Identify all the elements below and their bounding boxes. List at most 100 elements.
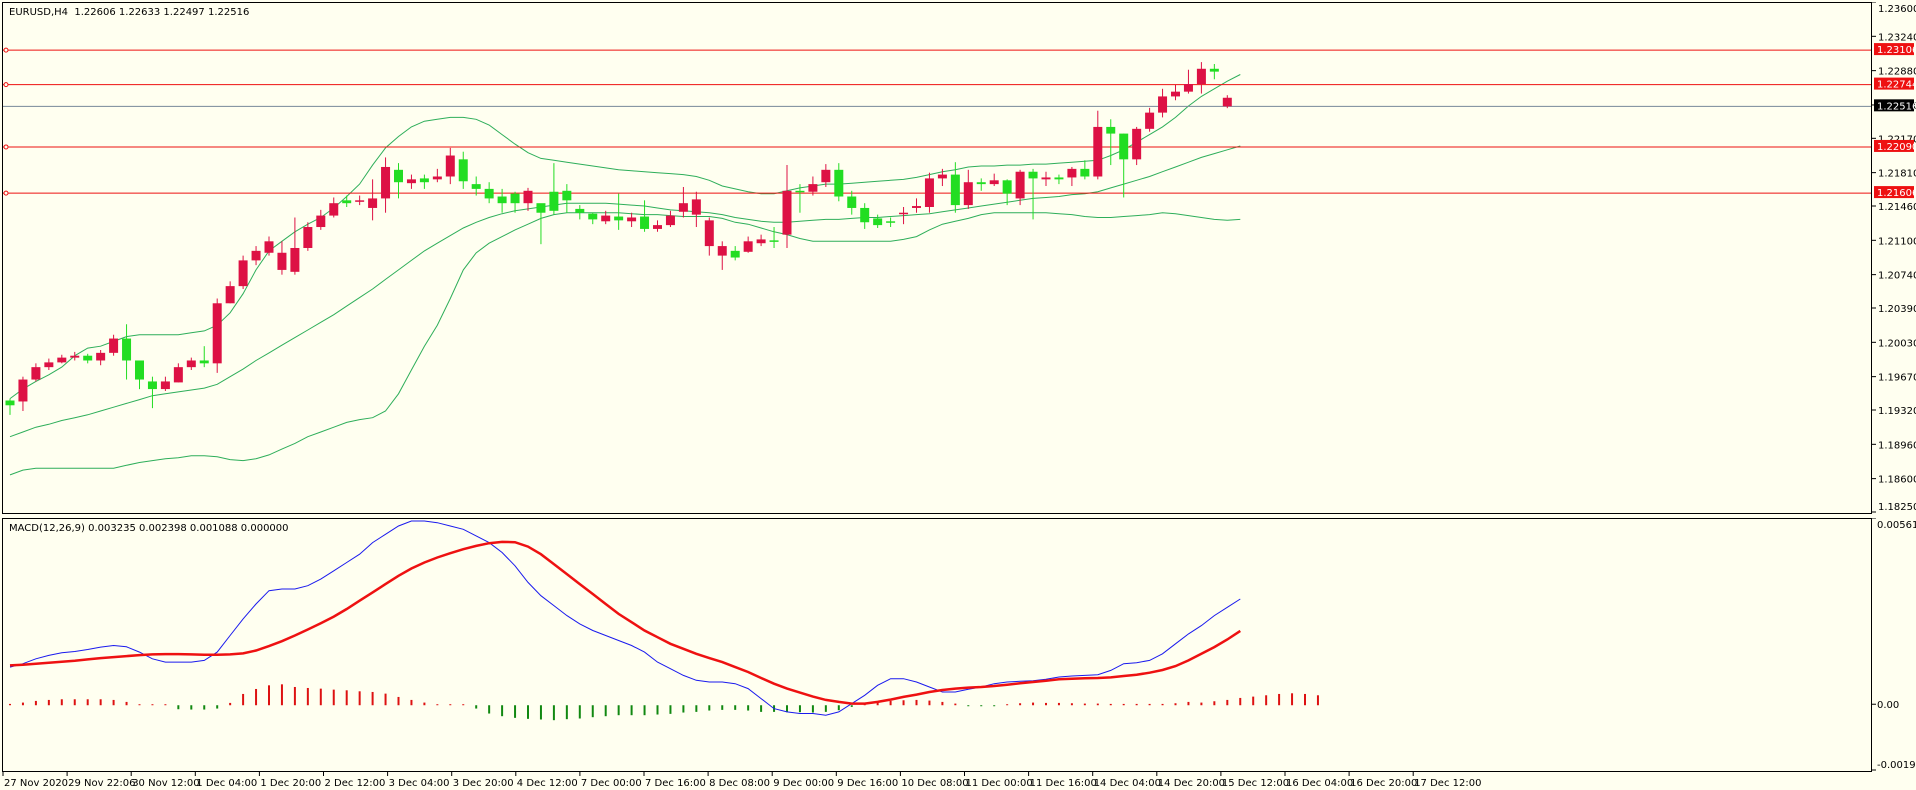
candle bbox=[290, 217, 300, 275]
price-tick-label: 1.19320 bbox=[1878, 406, 1916, 417]
candle bbox=[937, 168, 947, 187]
candle-body bbox=[1183, 84, 1193, 92]
candle bbox=[536, 203, 546, 245]
candle bbox=[458, 151, 468, 189]
candle bbox=[1093, 110, 1103, 180]
candle bbox=[743, 236, 753, 253]
candle bbox=[83, 353, 93, 364]
price-tick-label: 1.18960 bbox=[1878, 440, 1916, 451]
candle-body bbox=[1158, 96, 1168, 113]
candle bbox=[277, 241, 287, 275]
time-tick-label: 16 Dec 04:00 bbox=[1286, 778, 1353, 789]
level-anchor-point bbox=[3, 144, 9, 150]
candle bbox=[665, 210, 675, 228]
candle-body bbox=[717, 246, 727, 256]
candle-body bbox=[562, 190, 572, 201]
candle bbox=[445, 147, 455, 185]
candle bbox=[860, 203, 870, 229]
candle-body bbox=[173, 367, 183, 383]
candle bbox=[1145, 107, 1155, 132]
bollinger-lower-band bbox=[9, 212, 1241, 476]
candle bbox=[963, 169, 973, 209]
time-tick-label: 17 Dec 12:00 bbox=[1414, 778, 1481, 789]
candle-body bbox=[950, 174, 960, 206]
candle bbox=[691, 191, 701, 228]
candle bbox=[782, 165, 792, 248]
candle-body bbox=[627, 217, 637, 222]
candle-body bbox=[277, 252, 287, 270]
candle bbox=[316, 209, 326, 230]
candle-body bbox=[1054, 177, 1064, 180]
candle-body bbox=[432, 176, 442, 180]
candle-body bbox=[937, 174, 947, 179]
macd-chart bbox=[9, 520, 1319, 721]
candle-body bbox=[1028, 171, 1038, 179]
candle bbox=[588, 212, 598, 225]
candle bbox=[199, 346, 209, 368]
candle bbox=[44, 358, 54, 371]
candle bbox=[1209, 64, 1219, 80]
candle-body bbox=[199, 360, 209, 364]
candle bbox=[1041, 171, 1051, 187]
candle-body bbox=[899, 212, 909, 215]
candle bbox=[238, 255, 248, 289]
candle bbox=[717, 241, 727, 270]
level-price-label: 1.22744 bbox=[1877, 80, 1916, 91]
candle bbox=[497, 188, 507, 213]
candle bbox=[510, 191, 520, 213]
candle-body bbox=[5, 400, 15, 406]
candle bbox=[1028, 168, 1038, 220]
candle-body bbox=[860, 207, 870, 223]
time-tick-label: 2 Dec 12:00 bbox=[325, 778, 386, 789]
candle-body bbox=[1145, 112, 1155, 129]
candle-body bbox=[743, 241, 753, 252]
candle bbox=[1119, 133, 1129, 198]
candle bbox=[122, 324, 132, 380]
candle-body bbox=[18, 379, 28, 402]
price-tick-label: 1.23600 bbox=[1878, 4, 1916, 15]
candle bbox=[653, 220, 662, 232]
level-anchor-point bbox=[3, 190, 9, 196]
candle-body bbox=[847, 196, 857, 208]
candle bbox=[5, 398, 15, 415]
candle bbox=[730, 246, 740, 261]
candle-body bbox=[225, 286, 235, 304]
candle-body bbox=[484, 188, 494, 199]
candle bbox=[704, 217, 714, 256]
price-chart-pane[interactable]: EURUSD,H4 1.22606 1.22633 1.22497 1.2251… bbox=[2, 2, 1872, 514]
candle-body bbox=[691, 199, 701, 215]
level-price-label: 1.23106 bbox=[1877, 45, 1916, 56]
candle bbox=[109, 334, 119, 356]
candle bbox=[471, 176, 481, 196]
candle bbox=[821, 164, 831, 187]
candle-body bbox=[575, 208, 585, 213]
candle-body bbox=[653, 225, 662, 229]
candle-body bbox=[406, 179, 416, 184]
time-tick-label: 27 Nov 2020 bbox=[4, 778, 68, 789]
candle-body bbox=[678, 203, 688, 212]
candle bbox=[912, 198, 921, 213]
candle-body bbox=[704, 220, 714, 247]
macd-pane[interactable]: MACD(12,26,9) 0.003235 0.002398 0.001088… bbox=[2, 518, 1872, 772]
candle bbox=[523, 187, 533, 211]
candle-body bbox=[44, 362, 54, 368]
level-price-tag bbox=[1874, 43, 1914, 56]
time-tick-label: 14 Dec 04:00 bbox=[1094, 778, 1161, 789]
candle-body bbox=[264, 241, 274, 253]
candle-body bbox=[471, 184, 481, 189]
candle bbox=[1158, 88, 1168, 118]
candle-body bbox=[212, 303, 222, 364]
candle-body bbox=[1106, 126, 1116, 134]
candle bbox=[808, 176, 818, 196]
candle bbox=[950, 162, 960, 213]
candle bbox=[795, 184, 805, 213]
price-tick-label: 1.21810 bbox=[1878, 169, 1916, 180]
price-tick-label: 1.19670 bbox=[1878, 373, 1916, 384]
candle-body bbox=[588, 213, 598, 220]
candle-body bbox=[445, 155, 455, 177]
candle bbox=[251, 246, 261, 266]
candle bbox=[575, 205, 585, 220]
candle-body bbox=[329, 203, 339, 216]
candle bbox=[1002, 179, 1012, 206]
price-tick-label: 1.21460 bbox=[1878, 202, 1916, 213]
